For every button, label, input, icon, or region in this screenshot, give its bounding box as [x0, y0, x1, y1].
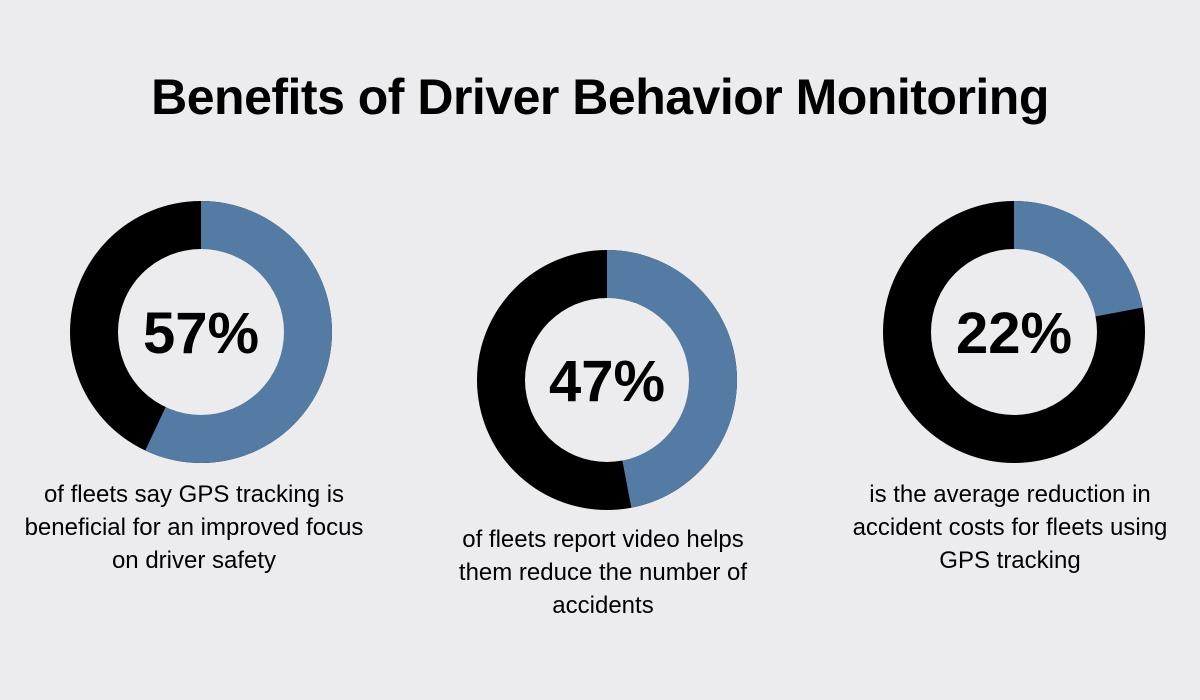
- donut-percentage-label: 57%: [143, 301, 259, 366]
- donut-chart: 22%: [883, 201, 1145, 463]
- page-title: Benefits of Driver Behavior Monitoring: [151, 69, 1049, 125]
- donut-caption: of fleets report video helps them reduce…: [458, 526, 748, 620]
- donut-center: [118, 249, 284, 415]
- donut-center: [931, 249, 1097, 415]
- donut-chart: 47%: [477, 250, 738, 510]
- donut-caption: is the average reduction in accident cos…: [852, 481, 1168, 575]
- donut-center: [525, 298, 689, 462]
- donut-caption: of fleets say GPS tracking is beneficial…: [24, 481, 364, 575]
- donut-percentage-label: 47%: [549, 349, 665, 414]
- donut-percentage-label: 22%: [956, 301, 1072, 366]
- donut-chart: 57%: [70, 201, 332, 463]
